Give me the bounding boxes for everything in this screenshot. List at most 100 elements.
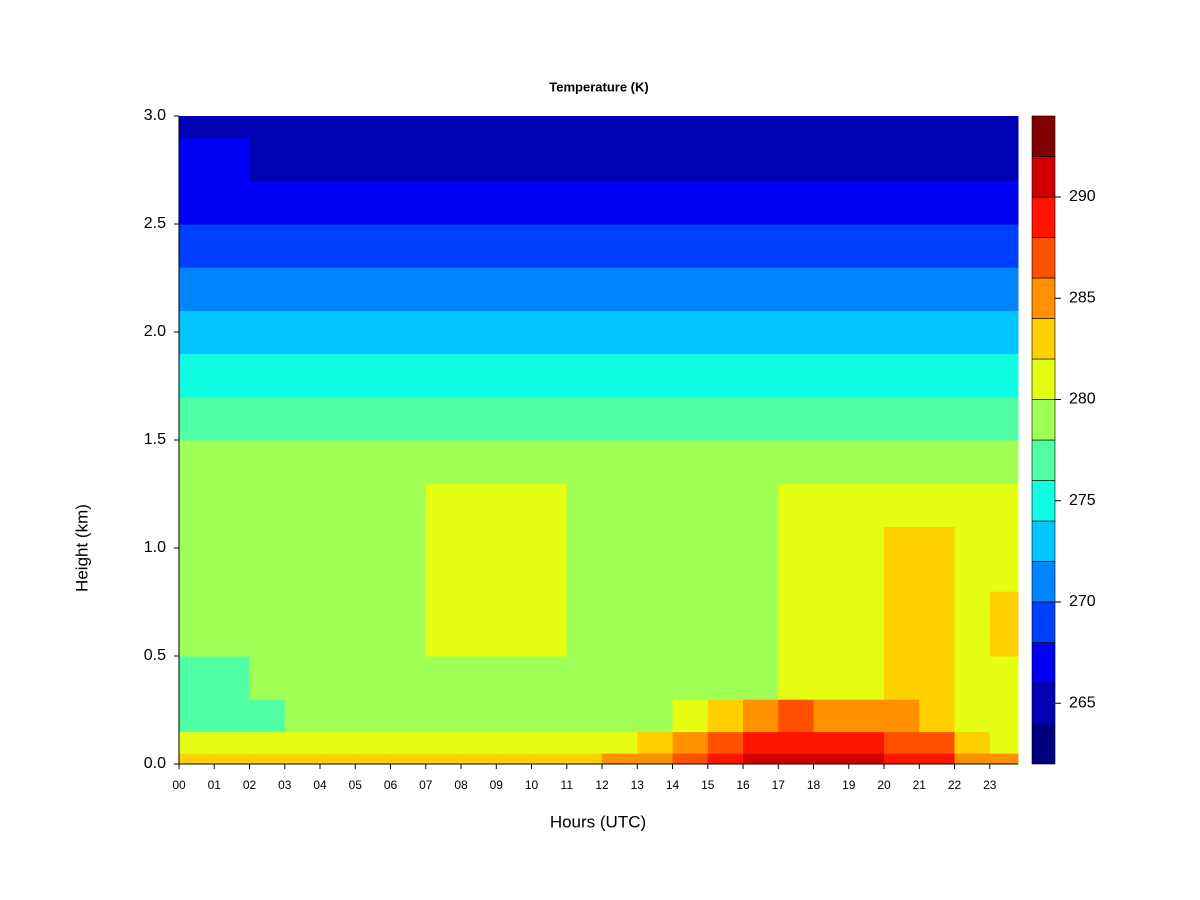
contour-cell — [355, 116, 392, 139]
contour-cell — [496, 137, 533, 182]
contour-cell — [496, 267, 533, 311]
contour-cell — [249, 526, 286, 592]
contour-cell — [672, 526, 709, 592]
contour-cell — [778, 396, 815, 441]
colorbar-band — [1031, 156, 1056, 198]
contour-cell — [214, 483, 251, 527]
colorbar-band — [1031, 237, 1056, 279]
contour-cell — [989, 591, 1019, 657]
contour-cell — [425, 656, 462, 700]
contour-cell — [425, 440, 462, 484]
contour-cell — [566, 591, 603, 657]
contour-cell — [179, 353, 215, 398]
contour-cell — [320, 267, 356, 311]
colorbar-band — [1031, 642, 1056, 684]
contour-cell — [954, 526, 991, 592]
contour-cell — [919, 267, 956, 311]
contour-cell — [672, 353, 709, 398]
contour-cell — [989, 116, 1019, 139]
contour-cell — [778, 753, 815, 765]
contour-cell — [778, 591, 815, 657]
contour-cell — [284, 483, 321, 527]
contour-cell — [919, 353, 956, 398]
contour-cell — [214, 753, 251, 765]
contour-cell — [320, 116, 356, 139]
contour-cell — [989, 753, 1019, 765]
contour-cell — [848, 224, 885, 268]
contour-cell — [320, 224, 356, 268]
contour-cell — [355, 310, 392, 355]
contour-cell — [884, 224, 920, 268]
contour-cell — [602, 267, 638, 311]
contour-cell — [637, 224, 674, 268]
x-tick-label: 03 — [278, 778, 292, 792]
contour-cell — [214, 224, 251, 268]
contour-cell — [566, 353, 603, 398]
contour-cell — [390, 753, 427, 765]
contour-cell — [496, 526, 533, 592]
contour-cell — [320, 396, 356, 441]
contour-cell — [954, 591, 991, 657]
contour-cell — [355, 753, 392, 765]
y-tick-label: 2.5 — [144, 215, 166, 232]
contour-cell — [637, 591, 674, 657]
contour-cell — [214, 353, 251, 398]
contour-cell — [179, 731, 215, 754]
contour-cell — [390, 699, 427, 733]
contour-cell — [813, 483, 850, 527]
contour-cell — [320, 353, 356, 398]
contour-cell — [566, 699, 603, 733]
contour-cell — [284, 699, 321, 733]
contour-cell — [884, 267, 920, 311]
contour-cell — [566, 116, 603, 139]
contour-cell — [743, 753, 779, 765]
x-tick-label: 11 — [561, 778, 574, 792]
contour-cell — [461, 310, 497, 355]
contour-cell — [919, 731, 956, 754]
colorbar-band — [1031, 480, 1056, 522]
contour-cell — [884, 180, 920, 225]
contour-cell — [919, 656, 956, 700]
contour-cell — [461, 440, 497, 484]
contour-cell — [778, 440, 815, 484]
x-tick-label: 08 — [454, 778, 468, 792]
contour-cell — [284, 310, 321, 355]
contour-cell — [496, 180, 533, 225]
contour-cell — [179, 116, 215, 139]
contour-cell — [320, 137, 356, 182]
contour-cell — [214, 656, 251, 700]
contour-cell — [884, 353, 920, 398]
contour-cell — [778, 699, 815, 733]
contour-cell — [637, 353, 674, 398]
contour-cell — [461, 753, 497, 765]
contour-cell — [919, 483, 956, 527]
x-axis-label: Hours (UTC) — [550, 812, 646, 831]
contour-cell — [390, 116, 427, 139]
contour-cell — [390, 137, 427, 182]
contour-cell — [425, 396, 462, 441]
contour-cell — [884, 656, 920, 700]
contour-cell — [743, 116, 779, 139]
contour-cell — [989, 526, 1019, 592]
contour-cell — [320, 440, 356, 484]
contour-cell — [672, 699, 709, 733]
contour-cell — [320, 731, 356, 754]
contour-cell — [214, 731, 251, 754]
contour-cell — [778, 526, 815, 592]
contour-cell — [249, 591, 286, 657]
contour-cell — [566, 440, 603, 484]
contour-cell — [884, 731, 920, 754]
colorbar-band — [1031, 196, 1056, 238]
contour-cell — [602, 591, 638, 657]
colorbar-tick-label: 285 — [1069, 289, 1096, 306]
contour-cell — [989, 137, 1019, 182]
contour-cell — [954, 116, 991, 139]
contour-cell — [743, 180, 779, 225]
contour-cell — [954, 137, 991, 182]
contour-cell — [884, 310, 920, 355]
contour-cell — [954, 396, 991, 441]
contour-cell — [637, 137, 674, 182]
contour-cell — [884, 483, 920, 527]
contour-cell — [461, 731, 497, 754]
contour-cell — [672, 116, 709, 139]
